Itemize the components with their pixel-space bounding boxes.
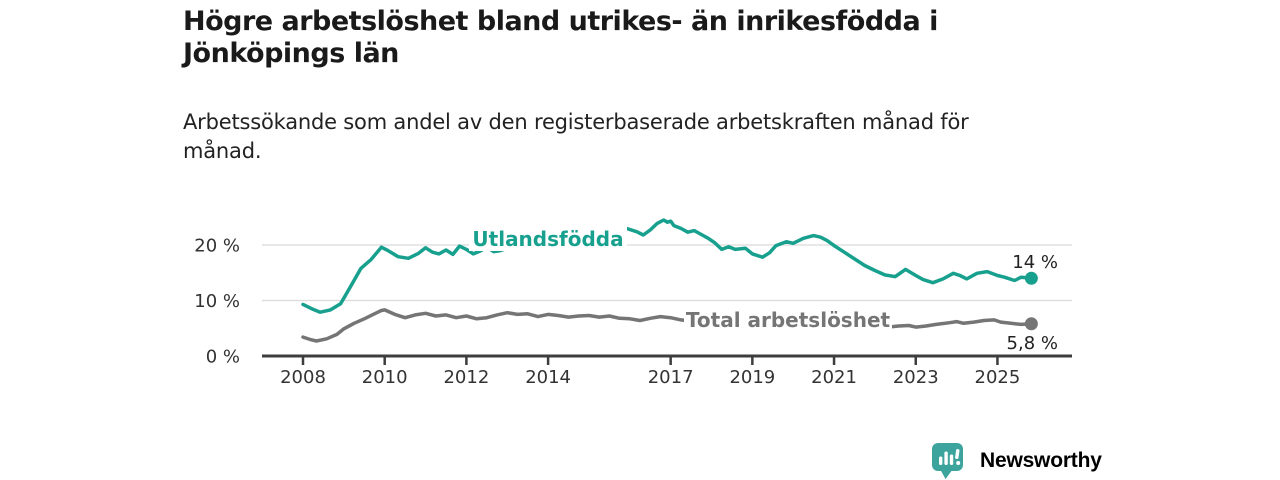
series-label-total-text: Total arbetslöshet bbox=[686, 308, 891, 332]
series-label-utlandsfodda-text: Utlandsfödda bbox=[472, 227, 623, 251]
x-tick-label: 2010 bbox=[362, 367, 408, 388]
y-axis-label: 10 % bbox=[194, 291, 240, 312]
series-line-utlandsfodda bbox=[301, 218, 1034, 314]
newsworthy-logo: Newsworthy bbox=[931, 442, 1102, 480]
label-mask bbox=[469, 224, 627, 251]
newsworthy-logo-icon bbox=[932, 443, 963, 479]
y-axis-label: 0 % bbox=[206, 347, 240, 368]
end-value-utlandsfodda: 14 % bbox=[1012, 252, 1058, 273]
x-tick-label: 2023 bbox=[893, 367, 939, 388]
series-end-dot-total bbox=[1024, 317, 1038, 331]
gridlines bbox=[262, 244, 1072, 302]
x-tick-label: 2008 bbox=[280, 367, 326, 388]
chart-subtitle: Arbetssökande som andel av den registerb… bbox=[183, 110, 969, 163]
end-value-total: 5,8 % bbox=[1007, 333, 1058, 354]
x-tick-label: 2019 bbox=[729, 367, 775, 388]
label-mask bbox=[684, 304, 892, 333]
x-tick-label: 2021 bbox=[811, 367, 857, 388]
chart-title: Högre arbetslöshet bland utrikes- än inr… bbox=[183, 6, 938, 70]
series-lines bbox=[301, 218, 1038, 343]
x-tick-label: 2012 bbox=[443, 367, 489, 388]
series-end-dot-utlandsfodda bbox=[1024, 271, 1038, 285]
axes: 0 % 10 % 20 % 2008 2010 2012 2014 2017 2019 2021 2… bbox=[194, 236, 1072, 388]
series-line-total bbox=[301, 308, 1034, 343]
x-tick-label: 2017 bbox=[648, 367, 694, 388]
series-label-utlandsfodda: Utlandsfödda bbox=[469, 224, 627, 251]
series-label-total: Total arbetslöshet bbox=[684, 304, 892, 333]
newsworthy-logo-text: Newsworthy bbox=[980, 449, 1102, 472]
x-tick-label: 2014 bbox=[525, 367, 571, 388]
y-axis-label: 20 % bbox=[194, 236, 240, 257]
x-tick-label: 2025 bbox=[975, 367, 1021, 388]
